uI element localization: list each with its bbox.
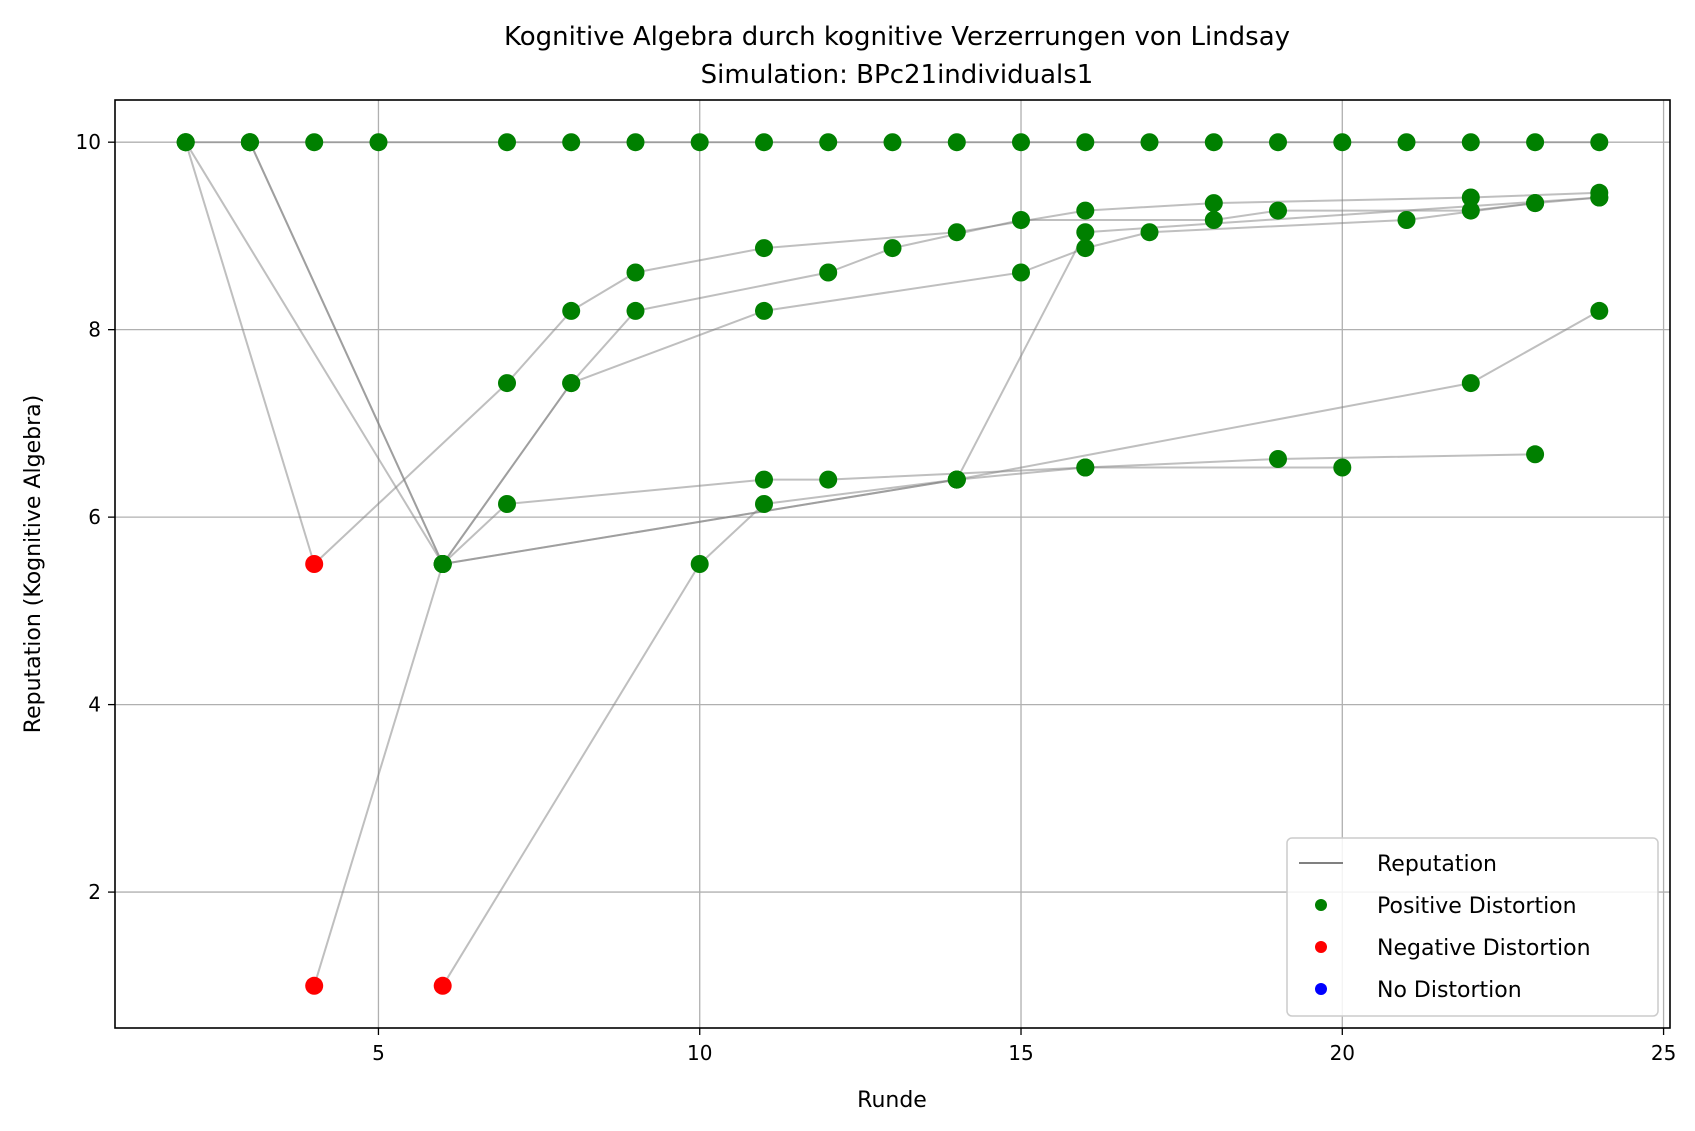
positive-distortion-point: [1397, 133, 1416, 152]
positive-distortion-point: [433, 555, 452, 573]
positive-distortion-point: [176, 133, 195, 152]
chart-subtitle: Simulation: BPc21individuals1: [701, 60, 1094, 90]
positive-distortion-point: [1269, 133, 1287, 152]
positive-distortion-point: [755, 495, 773, 513]
positive-distortion-point: [755, 239, 773, 258]
positive-distortion-point: [562, 301, 581, 320]
positive-distortion-point: [626, 263, 645, 282]
positive-distortion-point: [947, 133, 966, 152]
positive-distortion-point: [755, 470, 773, 489]
chart-title: Kognitive Algebra durch kognitive Verzer…: [504, 22, 1290, 52]
positive-distortion-point: [1461, 188, 1480, 207]
distortion-markers: [176, 133, 1609, 995]
positive-distortion-point: [1461, 201, 1480, 220]
reputation-line-7: [441, 310, 1600, 987]
positive-distortion-point: [947, 223, 966, 242]
x-tick-label: 15: [1008, 1041, 1033, 1065]
positive-distortion-point: [1397, 211, 1416, 229]
positive-distortion-point: [305, 133, 324, 152]
positive-distortion-point: [1590, 301, 1609, 320]
positive-distortion-point: [1076, 458, 1095, 477]
positive-distortion-point: [1333, 133, 1352, 152]
positive-distortion-point: [498, 495, 516, 513]
plot-frame: [114, 99, 1671, 1029]
positive-distortion-point: [1204, 133, 1223, 152]
positive-distortion-point: [1590, 133, 1609, 152]
legend-label: No Distortion: [1377, 978, 1522, 1003]
positive-distortion-point: [819, 470, 838, 489]
positive-distortion-point: [626, 301, 645, 320]
negative-distortion-point: [433, 976, 452, 995]
positive-distortion-point: [690, 133, 709, 152]
axis-ticks: 5 10 15 20 25 2 4 6 8 10: [76, 130, 1677, 1065]
reputation-line-8: [442, 196, 1600, 565]
legend-marker-swatch: [1315, 899, 1327, 911]
legend-marker-swatch: [1315, 941, 1327, 953]
positive-distortion-point: [1140, 223, 1159, 242]
positive-distortion-point: [498, 374, 516, 393]
legend: Reputation Positive Distortion Negative Di…: [1286, 837, 1659, 1017]
positive-distortion-point: [1076, 239, 1095, 258]
x-tick-label: 5: [372, 1041, 385, 1065]
positive-distortion-point: [1012, 263, 1030, 282]
legend-label: Negative Distortion: [1377, 936, 1591, 961]
positive-distortion-point: [755, 133, 773, 152]
positive-distortion-point: [690, 555, 709, 573]
y-tick-label: 10: [76, 130, 101, 154]
positive-distortion-point: [1526, 194, 1545, 213]
negative-distortion-point: [305, 976, 324, 995]
reputation-line-3: [184, 141, 1536, 565]
x-axis-label: Runde: [857, 1088, 927, 1113]
positive-distortion-point: [1269, 450, 1287, 468]
positive-distortion-point: [1204, 194, 1223, 213]
y-tick-label: 4: [88, 693, 101, 717]
positive-distortion-point: [240, 133, 259, 152]
negative-distortion-point: [305, 555, 324, 573]
positive-distortion-point: [498, 133, 516, 152]
x-tick-label: 10: [687, 1041, 712, 1065]
x-tick-label: 20: [1330, 1041, 1355, 1065]
y-tick-label: 2: [88, 880, 101, 904]
x-tick-label: 25: [1651, 1041, 1676, 1065]
positive-distortion-point: [1590, 188, 1609, 207]
positive-distortion-point: [755, 301, 773, 320]
positive-distortion-point: [819, 263, 838, 282]
positive-distortion-point: [1140, 133, 1159, 152]
positive-distortion-point: [369, 133, 388, 152]
positive-distortion-point: [1076, 133, 1095, 152]
positive-distortion-point: [819, 133, 838, 152]
positive-distortion-point: [1526, 133, 1545, 152]
legend-marker-swatch: [1315, 983, 1327, 995]
positive-distortion-point: [1333, 458, 1352, 477]
positive-distortion-point: [1012, 133, 1030, 152]
positive-distortion-point: [562, 374, 581, 393]
positive-distortion-point: [1012, 211, 1030, 229]
positive-distortion-point: [562, 133, 581, 152]
positive-distortion-point: [947, 470, 966, 489]
positive-distortion-point: [1076, 201, 1095, 220]
positive-distortion-point: [1461, 133, 1480, 152]
positive-distortion-point: [1526, 445, 1545, 464]
positive-distortion-point: [883, 239, 902, 258]
legend-label: Positive Distortion: [1377, 894, 1577, 919]
positive-distortion-point: [883, 133, 902, 152]
y-axis-label: Reputation (Kognitive Algebra): [21, 395, 46, 733]
y-tick-label: 8: [88, 318, 101, 342]
positive-distortion-point: [1076, 223, 1095, 242]
positive-distortion-point: [626, 133, 645, 152]
positive-distortion-point: [1269, 201, 1287, 220]
legend-box: [1286, 837, 1659, 1017]
positive-distortion-point: [1204, 211, 1223, 229]
legend-label: Reputation: [1377, 852, 1497, 877]
y-tick-label: 6: [88, 505, 101, 529]
positive-distortion-point: [1461, 374, 1480, 393]
